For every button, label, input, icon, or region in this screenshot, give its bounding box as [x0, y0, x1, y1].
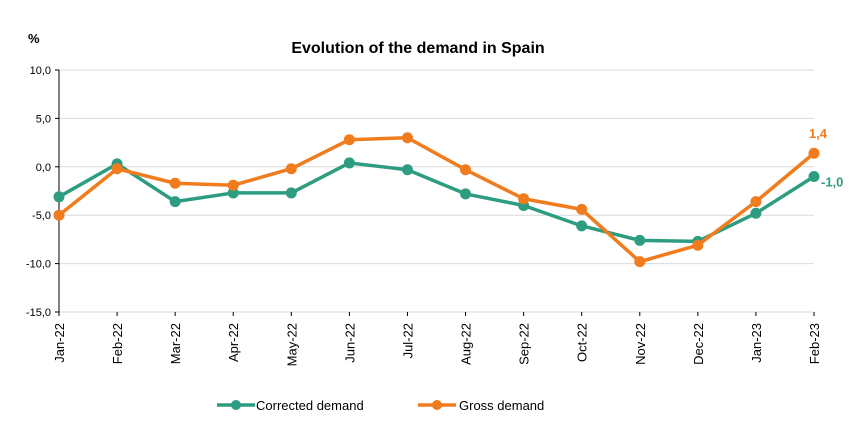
data-point-gross-demand	[285, 163, 297, 175]
data-point-gross-demand	[634, 256, 646, 268]
data-point-gross-demand	[576, 203, 588, 215]
legend-item-corrected-demand: Corrected demand	[217, 398, 364, 413]
data-point-gross-demand	[808, 147, 820, 159]
data-point-corrected-demand	[460, 188, 472, 200]
x-tick-label: Mar-22	[168, 323, 183, 364]
legend-item-gross-demand: Gross demand	[418, 398, 544, 413]
x-axis-ticks: Jan-22 Feb-22 Mar-22 Apr-22 May-22 Jun-22 Jul-…	[52, 323, 822, 366]
data-point-corrected-demand	[285, 187, 297, 199]
legend-label-corrected-demand: Corrected demand	[256, 398, 364, 413]
data-label-corrected-demand: -1,0	[821, 174, 843, 189]
x-tick-label: Dec-22	[691, 323, 706, 365]
y-axis-unit-label: %	[28, 31, 40, 46]
data-point-gross-demand	[460, 164, 472, 176]
y-tick-label: -10,0	[26, 259, 51, 271]
series-line-gross-demand	[57, 136, 816, 264]
data-point-corrected-demand	[169, 196, 181, 208]
x-tick-label: Nov-22	[633, 323, 648, 365]
data-point-gross-demand	[692, 239, 704, 251]
data-point-corrected-demand	[343, 157, 355, 169]
x-tick-label: Jun-22	[342, 323, 357, 363]
data-point-gross-demand	[111, 163, 123, 175]
legend-label-gross-demand: Gross demand	[459, 398, 544, 413]
x-tick-label: May-22	[284, 323, 299, 366]
x-tick-label: Jan-22	[52, 323, 67, 363]
data-point-gross-demand	[53, 209, 65, 221]
data-point-corrected-demand	[634, 234, 646, 246]
data-point-corrected-demand	[227, 187, 239, 199]
y-tick-label: -15,0	[26, 307, 51, 319]
data-point-gross-demand	[169, 177, 181, 189]
data-point-corrected-demand	[576, 220, 588, 232]
x-tick-label: Jul-22	[400, 323, 415, 358]
y-tick-label: 5,0	[36, 113, 51, 125]
legend-marker-gross-demand	[432, 400, 442, 410]
legend-marker-corrected-demand	[231, 400, 241, 410]
data-point-gross-demand	[750, 196, 762, 208]
series-lines	[53, 132, 820, 268]
series-line-corrected-demand	[58, 161, 815, 244]
data-point-corrected-demand	[750, 207, 762, 219]
data-label-gross-demand: 1,4	[809, 126, 828, 141]
x-tick-label: Sep-22	[517, 323, 532, 365]
data-point-gross-demand	[401, 132, 413, 144]
axes	[55, 69, 815, 316]
y-axis-ticks: 10,0 5,0 0,0 -5,0 -10,0 -15,0	[26, 65, 51, 319]
y-tick-label: 10,0	[30, 65, 51, 77]
data-labels: -1,0 1,4	[809, 126, 843, 189]
x-tick-label: Apr-22	[226, 323, 241, 362]
data-point-corrected-demand	[401, 164, 413, 176]
y-tick-label: -5,0	[32, 210, 51, 222]
x-tick-label: Jan-23	[749, 323, 764, 363]
data-point-gross-demand	[518, 193, 530, 205]
x-tick-label: Aug-22	[459, 323, 474, 365]
data-point-gross-demand	[227, 179, 239, 191]
x-tick-label: Feb-22	[110, 323, 125, 364]
legend: Corrected demand Gross demand	[217, 398, 544, 413]
data-point-corrected-demand	[53, 191, 65, 203]
chart-title: Evolution of the demand in Spain	[291, 40, 544, 57]
data-point-corrected-demand	[808, 170, 820, 182]
x-tick-label: Oct-22	[575, 323, 590, 362]
y-tick-label: 0,0	[36, 162, 51, 174]
x-tick-label: Feb-23	[807, 323, 822, 364]
gridlines	[59, 69, 814, 313]
data-point-gross-demand	[343, 134, 355, 146]
